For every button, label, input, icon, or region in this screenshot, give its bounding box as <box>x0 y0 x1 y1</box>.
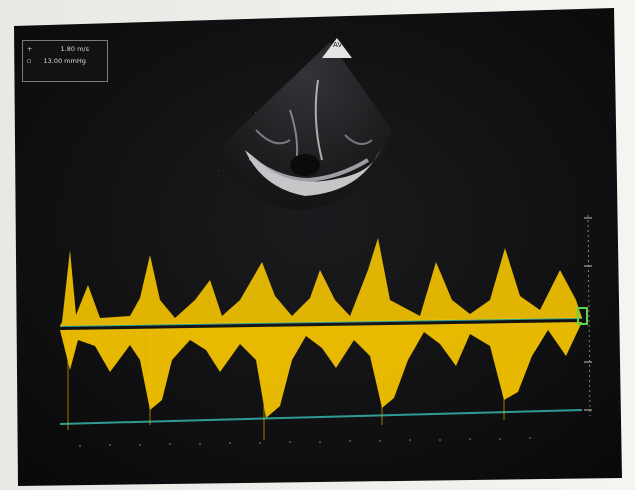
triangle-marker-icon <box>322 38 352 58</box>
doppler-positive-envelope <box>60 238 582 326</box>
measurement-pressure: 13.00 mmHg <box>43 57 86 65</box>
time-axis <box>79 437 531 447</box>
doppler-time-ticks <box>67 330 505 440</box>
measurement-marker-icon: + <box>27 45 33 53</box>
doppler-reference-line <box>59 409 583 425</box>
svg-text:·: · <box>255 110 257 116</box>
measurement-row-1: + 1.80 m/s <box>27 45 89 53</box>
doppler-negative-envelope <box>60 322 582 418</box>
svg-text:·: · <box>218 168 220 174</box>
pressure-icon: ▫ <box>27 57 32 65</box>
measurement-box: + 1.80 m/s ▫ 13.00 mmHg <box>22 40 108 82</box>
velocity-scale-ticks <box>584 217 592 411</box>
measurement-velocity: 1.80 m/s <box>60 45 89 53</box>
svg-text:AV: AV <box>333 41 342 49</box>
echo-sector-image <box>222 42 392 210</box>
velocity-scale <box>587 214 591 417</box>
measurement-row-2: ▫ 13.00 mmHg <box>27 57 86 65</box>
green-bracket-icon <box>577 307 588 325</box>
